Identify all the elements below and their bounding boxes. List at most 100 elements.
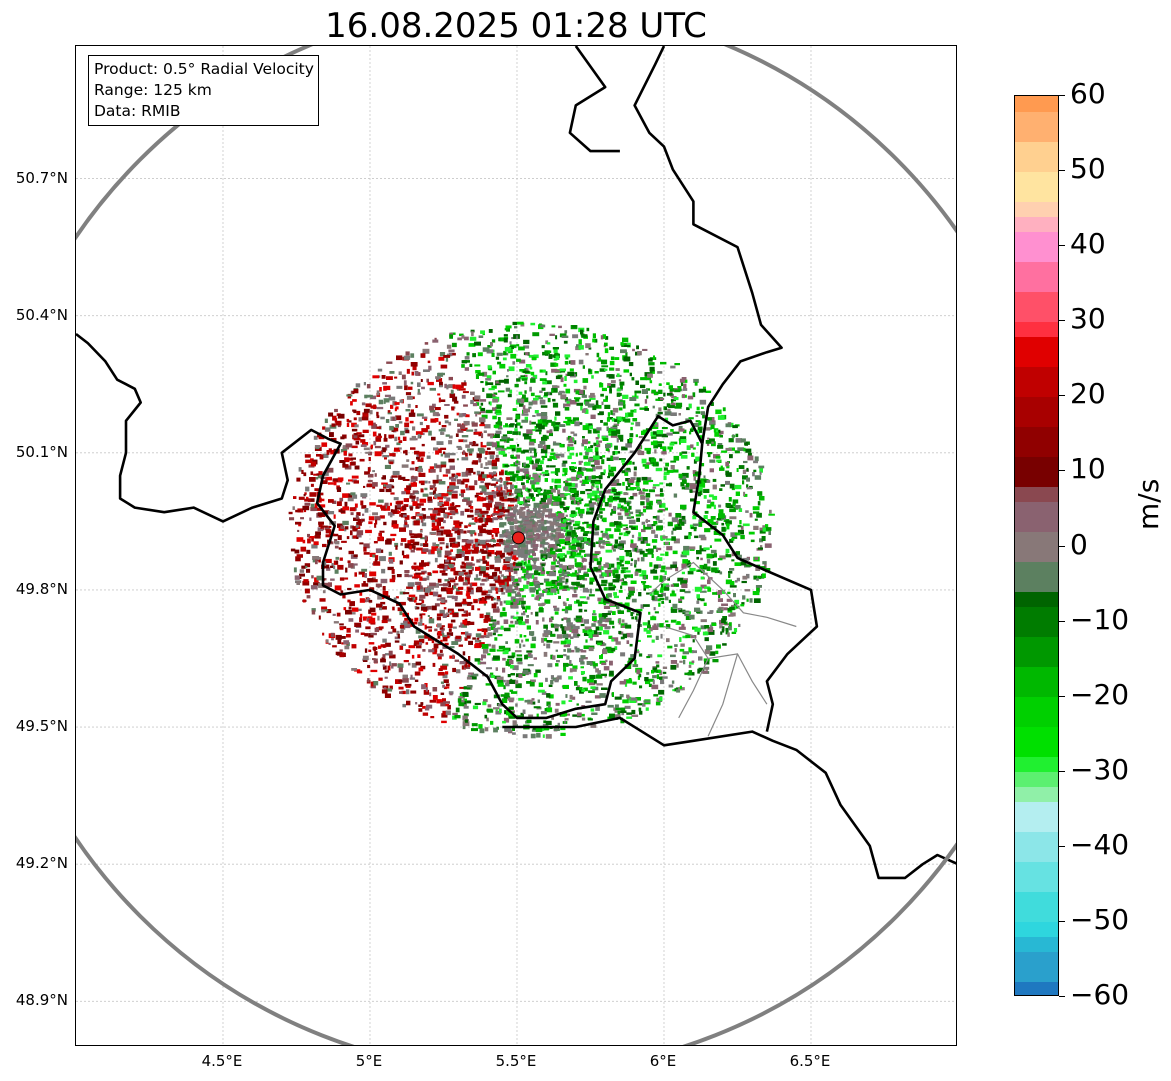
echo-pixel [734,532,741,536]
echo-pixel [520,511,526,516]
echo-pixel [764,543,772,548]
echo-pixel [398,440,403,443]
echo-pixel [608,534,614,539]
echo-pixel [492,415,497,420]
echo-pixel [696,556,699,560]
echo-pixel [531,421,536,425]
echo-pixel [480,402,484,406]
echo-pixel [414,533,419,537]
echo-pixel [574,681,578,686]
echo-pixel [531,698,535,701]
echo-pixel [389,425,394,431]
echo-pixel [394,447,400,451]
echo-pixel [616,392,621,397]
echo-pixel [584,540,589,544]
echo-pixel [455,602,462,607]
echo-pixel [645,498,650,503]
echo-pixel [382,615,389,620]
echo-pixel [630,496,634,500]
echo-pixel [349,612,356,615]
echo-pixel [540,497,546,503]
echo-pixel [675,566,679,572]
echo-pixel [586,511,593,515]
echo-pixel [310,506,316,512]
echo-pixel [445,533,453,537]
echo-pixel [443,501,450,506]
echo-pixel [461,492,464,498]
echo-pixel [544,478,548,482]
echo-pixel [525,352,529,356]
echo-pixel [380,549,384,553]
echo-pixel [420,537,426,540]
echo-pixel [623,532,629,537]
echo-pixel [641,537,648,541]
echo-pixel [699,564,704,570]
echo-pixel [405,409,411,412]
echo-pixel [364,633,369,637]
echo-pixel [399,527,406,532]
echo-pixel [574,421,580,427]
echo-pixel [324,427,331,432]
echo-pixel [644,677,649,682]
echo-pixel [369,502,376,506]
echo-pixel [611,611,616,615]
echo-pixel [582,365,585,369]
echo-pixel [569,452,575,456]
echo-pixel [442,673,448,679]
echo-pixel [450,533,453,537]
echo-pixel [293,567,297,573]
echo-pixel [457,447,463,450]
echo-pixel [687,570,694,575]
echo-pixel [329,432,334,437]
echo-pixel [652,667,657,672]
echo-pixel [458,608,465,612]
echo-pixel [568,545,572,548]
echo-pixel [622,404,626,409]
echo-pixel [353,529,357,532]
radar-map[interactable] [75,45,957,1046]
echo-pixel [484,520,489,526]
echo-pixel [400,542,403,546]
echo-pixel [497,507,504,512]
echo-pixel [614,704,619,708]
echo-pixel [718,504,722,508]
echo-pixel [656,664,660,668]
echo-pixel [512,732,516,735]
echo-pixel [750,539,755,543]
echo-pixel [381,375,386,379]
echo-pixel [640,557,645,562]
echo-pixel [593,455,600,460]
echo-pixel [448,376,453,381]
echo-pixel [382,654,386,658]
echo-pixel [480,635,486,638]
echo-pixel [603,469,606,474]
echo-pixel [530,565,537,568]
echo-pixel [648,479,654,482]
echo-pixel [545,514,551,518]
echo-pixel [447,635,450,639]
echo-pixel [348,550,354,555]
echo-pixel [514,639,520,644]
echo-pixel [373,658,378,663]
echo-pixel [731,631,737,634]
echo-pixel [668,385,673,390]
echo-pixel [403,620,409,625]
echo-pixel [620,710,627,713]
echo-pixel [455,635,461,639]
echo-pixel [553,536,560,542]
echo-pixel [765,527,772,531]
echo-pixel [581,565,586,570]
echo-pixel [666,546,673,551]
echo-pixel [615,641,621,645]
echo-pixel [537,444,543,448]
echo-pixel [397,510,401,514]
echo-pixel [743,493,748,497]
echo-pixel [472,441,476,445]
echo-pixel [407,621,411,624]
echo-pixel [417,392,421,395]
echo-pixel [417,533,422,538]
echo-pixel [395,545,398,550]
echo-pixel [352,526,358,531]
echo-pixel [433,643,439,649]
echo-pixel [457,430,464,433]
